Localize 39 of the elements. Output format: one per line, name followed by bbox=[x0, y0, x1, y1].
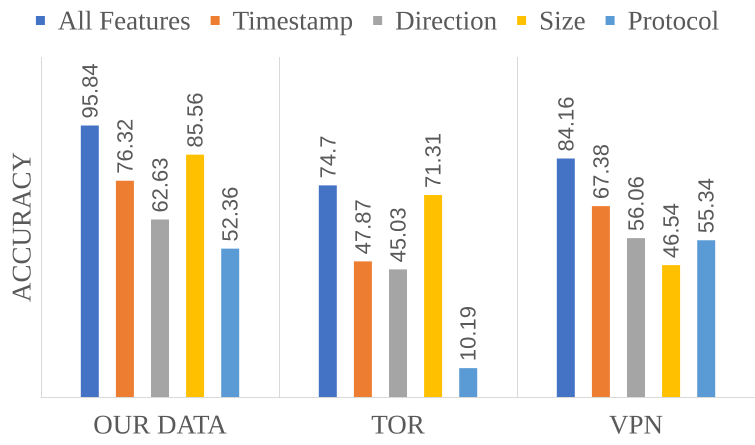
bar bbox=[592, 206, 610, 397]
bar bbox=[662, 265, 680, 397]
bar bbox=[389, 269, 407, 397]
bar bbox=[318, 185, 337, 397]
legend-label: Timestamp bbox=[232, 6, 354, 36]
data-label: 45.03 bbox=[386, 207, 410, 262]
data-label: 95.84 bbox=[77, 63, 102, 118]
bar bbox=[151, 220, 169, 397]
data-label: 55.34 bbox=[694, 178, 719, 234]
data-label: 76.32 bbox=[112, 118, 138, 174]
data-label: 52.36 bbox=[218, 186, 243, 242]
data-label: 67.38 bbox=[588, 144, 614, 200]
legend-label: Direction bbox=[395, 6, 498, 36]
x-tick-label: TOR bbox=[371, 410, 425, 440]
bar bbox=[459, 368, 478, 397]
data-label: 46.54 bbox=[658, 203, 684, 258]
bar bbox=[697, 240, 716, 397]
bar bbox=[627, 238, 645, 397]
bar bbox=[221, 248, 240, 397]
x-tick-label: VPN bbox=[608, 410, 664, 440]
x-tick-label: OUR DATA bbox=[93, 410, 228, 440]
legend-label: All Features bbox=[58, 6, 191, 36]
bar bbox=[80, 125, 99, 397]
bar bbox=[354, 261, 372, 397]
legend-label: Protocol bbox=[628, 6, 720, 36]
legend-label: Size bbox=[539, 6, 586, 36]
bar bbox=[424, 194, 442, 397]
data-label: 56.06 bbox=[624, 176, 648, 232]
data-label: 84.16 bbox=[553, 96, 578, 152]
data-label: 47.87 bbox=[350, 199, 376, 254]
data-label: 10.19 bbox=[456, 306, 481, 362]
data-label: 62.63 bbox=[148, 157, 172, 213]
data-label: 85.56 bbox=[182, 92, 208, 148]
bar bbox=[186, 154, 204, 397]
bar bbox=[116, 180, 134, 397]
data-label: 71.31 bbox=[420, 132, 446, 188]
bar bbox=[556, 158, 575, 397]
data-label: 74.7 bbox=[315, 136, 340, 178]
y-axis-title: ACCURACY bbox=[6, 152, 36, 302]
